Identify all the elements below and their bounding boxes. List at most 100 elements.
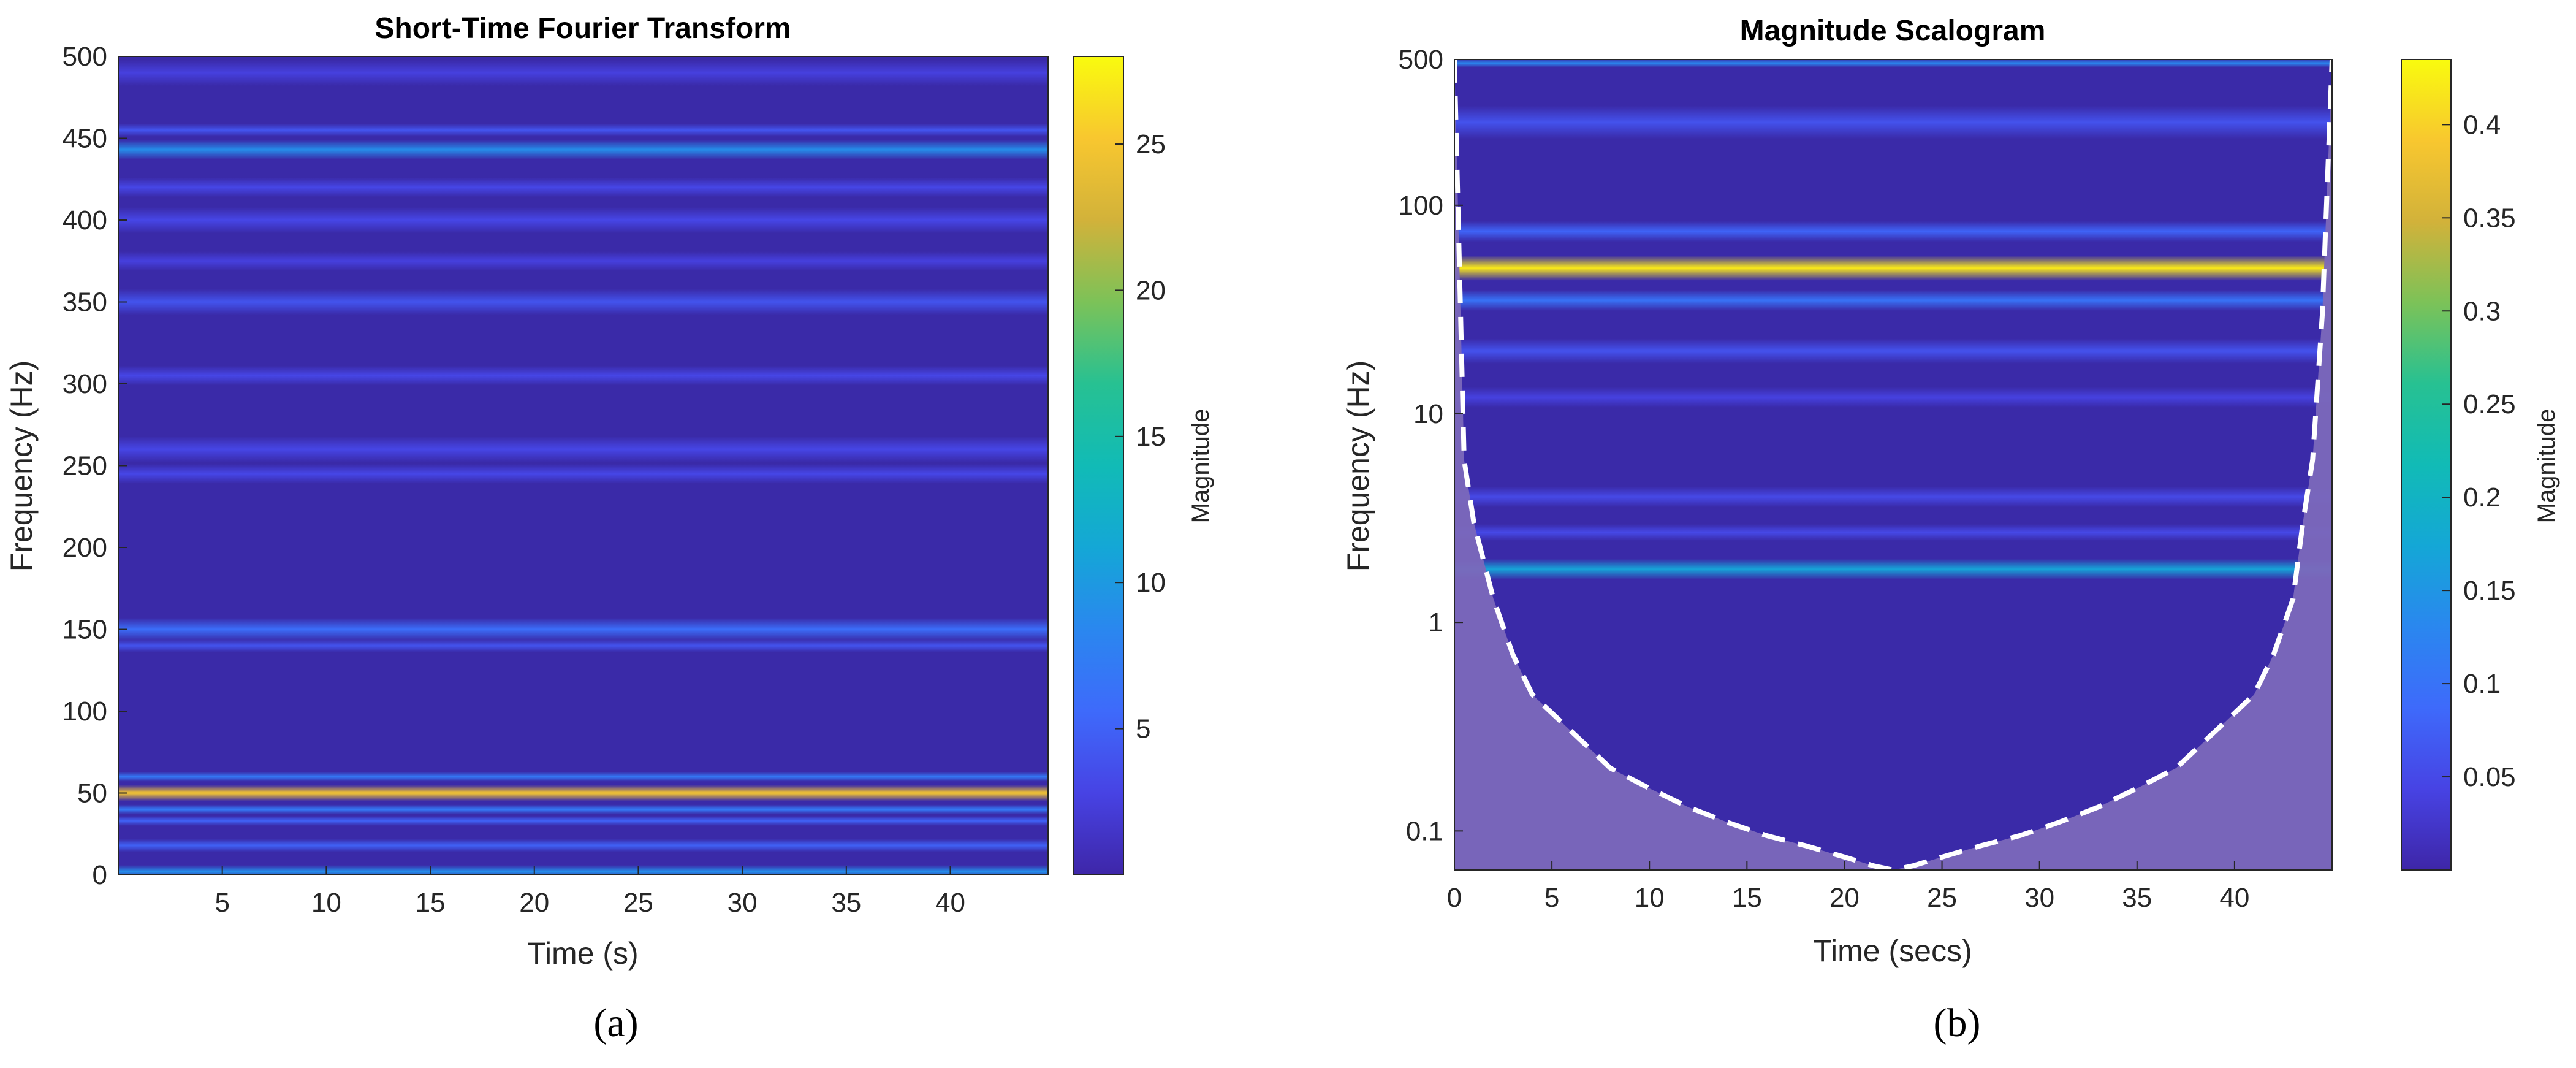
scalogram-y-tick-label: 0.1 bbox=[1406, 816, 1443, 846]
stft-band bbox=[118, 59, 1048, 86]
stft-band bbox=[118, 207, 1048, 234]
stft-x-tick-label: 40 bbox=[935, 888, 965, 918]
stft-bands bbox=[118, 59, 1048, 875]
stft-colorbar-tick-label: 5 bbox=[1136, 714, 1150, 744]
stft-x-tick-label: 5 bbox=[215, 888, 229, 918]
scalogram-colorbar-tick-label: 0.4 bbox=[2463, 110, 2501, 140]
scalogram-x-label: Time (secs) bbox=[1813, 934, 1972, 968]
stft-x-tick-label: 35 bbox=[831, 888, 861, 918]
stft-band bbox=[118, 140, 1048, 160]
stft-band bbox=[118, 251, 1048, 271]
scalogram-y-tick-label: 100 bbox=[1399, 191, 1443, 221]
scalogram-colorbar bbox=[2401, 59, 2452, 871]
stft-y-tick-label: 0 bbox=[93, 860, 107, 890]
stft-band bbox=[118, 617, 1048, 641]
stft-colorbar-label: Magnitude bbox=[1187, 409, 1214, 524]
stft-x-tick-label: 15 bbox=[416, 888, 446, 918]
scalogram-title: Magnitude Scalogram bbox=[1740, 15, 2046, 47]
scalogram-y-ticks: 0.1 1 10 100 500 bbox=[1399, 45, 1463, 846]
scalogram-colorbar-tick-label: 0.15 bbox=[2463, 576, 2516, 606]
scalogram-colorbar-tick-label: 0.3 bbox=[2463, 296, 2501, 326]
stft-y-label: Frequency (Hz) bbox=[4, 360, 39, 572]
scalogram-colorbar-tick-label: 0.35 bbox=[2463, 203, 2516, 233]
scalogram-plot-background bbox=[1454, 59, 2332, 870]
stft-x-label: Time (s) bbox=[527, 936, 638, 971]
scalogram-x-tick-label: 25 bbox=[1927, 883, 1957, 913]
stft-y-ticks: 0 50 100 150 200 250 300 350 400 450 500 bbox=[63, 42, 127, 890]
scalogram-band bbox=[1454, 59, 2332, 67]
stft-band bbox=[118, 785, 1048, 801]
stft-band bbox=[118, 463, 1048, 484]
scalogram-axes-box bbox=[1454, 59, 2333, 871]
stft-band bbox=[118, 639, 1048, 652]
stft-y-tick-label: 100 bbox=[63, 696, 107, 727]
scalogram-x-tick-label: 15 bbox=[1732, 883, 1762, 913]
stft-colorbar-tick-label: 20 bbox=[1136, 275, 1166, 305]
stft-y-tick-label: 450 bbox=[63, 124, 107, 154]
stft-colorbar-tick-label: 15 bbox=[1136, 422, 1166, 452]
scalogram-band bbox=[1454, 289, 2332, 311]
stft-band bbox=[118, 839, 1048, 852]
stft-y-tick-label: 400 bbox=[63, 205, 107, 235]
scalogram-band bbox=[1454, 105, 2332, 139]
scalogram-y-tick-label: 1 bbox=[1429, 608, 1443, 638]
scalogram-band bbox=[1454, 221, 2332, 242]
stft-band bbox=[118, 365, 1048, 386]
stft-y-tick-label: 150 bbox=[63, 615, 107, 645]
scalogram-x-ticks: 0 5 10 15 20 25 30 35 40 bbox=[1447, 861, 2249, 913]
scalogram-colorbar-tick-label: 0.05 bbox=[2463, 762, 2516, 792]
stft-colorbar bbox=[1073, 56, 1124, 875]
stft-y-tick-label: 350 bbox=[63, 288, 107, 318]
scalogram-band bbox=[1454, 387, 2332, 408]
stft-y-tick-label: 300 bbox=[63, 369, 107, 399]
scalogram-colorbar-ticks: 0.05 0.1 0.15 0.2 0.25 0.3 0.35 0.4 bbox=[2442, 110, 2516, 792]
scalogram-x-tick-label: 30 bbox=[2024, 883, 2054, 913]
stft-colorbar-ticks: 5 10 15 20 25 bbox=[1115, 129, 1166, 744]
scalogram-x-tick-label: 5 bbox=[1544, 883, 1559, 913]
stft-band bbox=[118, 804, 1048, 815]
stft-x-tick-label: 20 bbox=[519, 888, 549, 918]
stft-colorbar-tick-label: 10 bbox=[1136, 568, 1166, 598]
scalogram-x-tick-label: 40 bbox=[2219, 883, 2249, 913]
stft-x-ticks: 5 10 15 20 25 30 35 40 bbox=[215, 866, 965, 918]
scalogram-colorbar-tick-label: 0.1 bbox=[2463, 669, 2501, 699]
stft-x-tick-label: 30 bbox=[728, 888, 758, 918]
scalogram-y-label: Frequency (Hz) bbox=[1341, 360, 1375, 572]
scalogram-chart: Magnitude Scalogram 0 5 10 15 20 25 30 35 40 0.1… bbox=[1341, 15, 2560, 1045]
stft-x-tick-label: 25 bbox=[623, 888, 653, 918]
scalogram-bands bbox=[1454, 59, 2332, 580]
stft-band bbox=[118, 436, 1048, 463]
scalogram-x-tick-label: 10 bbox=[1635, 883, 1665, 913]
scalogram-y-tick-label: 500 bbox=[1399, 45, 1443, 75]
stft-y-tick-label: 200 bbox=[63, 533, 107, 563]
scalogram-y-tick-label: 10 bbox=[1413, 399, 1443, 429]
stft-title: Short-Time Fourier Transform bbox=[374, 12, 791, 45]
scalogram-x-tick-label: 0 bbox=[1447, 883, 1462, 913]
scalogram-band bbox=[1454, 559, 2332, 580]
scalogram-band bbox=[1454, 255, 2332, 281]
stft-colorbar-tick-label: 25 bbox=[1136, 129, 1166, 159]
scalogram-band bbox=[1454, 524, 2332, 541]
scalogram-colorbar-tick-label: 0.25 bbox=[2463, 389, 2516, 419]
scalogram-colorbar-label: Magnitude bbox=[2533, 409, 2560, 524]
stft-band bbox=[118, 815, 1048, 826]
scalogram-x-tick-label: 35 bbox=[2122, 883, 2152, 913]
stft-band bbox=[118, 123, 1048, 137]
panel-label-b: (b) bbox=[1934, 1001, 1981, 1045]
stft-y-tick-label: 250 bbox=[63, 451, 107, 481]
panel-label-a: (a) bbox=[593, 1001, 638, 1045]
scalogram-colorbar-tick-label: 0.2 bbox=[2463, 483, 2501, 513]
scalogram-band bbox=[1454, 486, 2332, 508]
stft-x-tick-label: 10 bbox=[311, 888, 341, 918]
stft-y-tick-label: 500 bbox=[63, 42, 107, 72]
stft-chart: Short-Time Fourier Transform 5 10 15 20 25 30… bbox=[4, 12, 1214, 1045]
stft-band bbox=[118, 177, 1048, 197]
stft-band bbox=[118, 864, 1048, 875]
cone-of-influence-shade bbox=[1454, 59, 2332, 870]
stft-y-tick-label: 50 bbox=[77, 779, 107, 809]
stft-band bbox=[118, 771, 1048, 782]
scalogram-x-tick-label: 20 bbox=[1829, 883, 1860, 913]
scalogram-band bbox=[1454, 338, 2332, 364]
